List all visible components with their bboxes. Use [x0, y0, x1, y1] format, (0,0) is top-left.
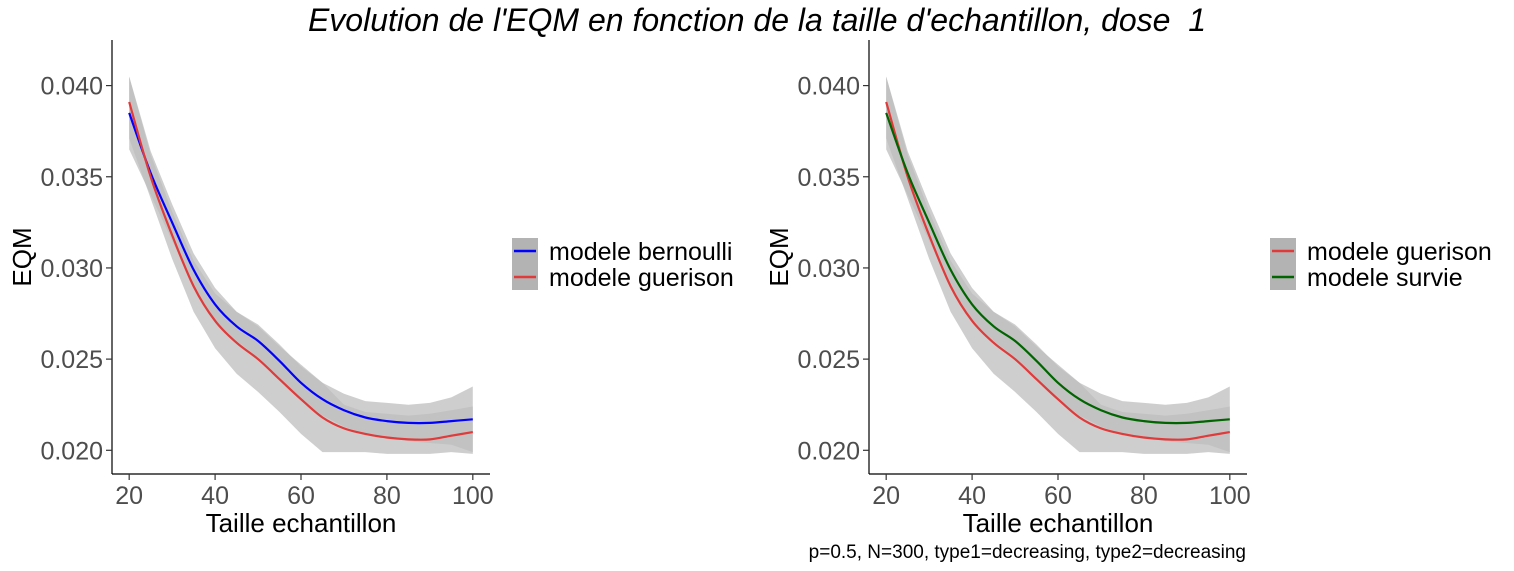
y-tick-label: 0.025 — [797, 346, 860, 374]
y-tick-label: 0.025 — [40, 346, 103, 374]
x-tick-label: 80 — [1130, 482, 1158, 510]
legend-label: modele guerison — [1307, 238, 1492, 266]
x-axis-title: Taille echantillon — [963, 508, 1154, 538]
x-tick-label: 40 — [958, 482, 986, 510]
x-tick-label: 100 — [1209, 482, 1251, 510]
x-tick-label: 60 — [287, 482, 315, 510]
y-tick-label: 0.040 — [40, 73, 103, 101]
x-tick-label: 40 — [201, 482, 229, 510]
y-axis-title: EQM — [764, 227, 794, 286]
y-tick-label: 0.035 — [797, 164, 860, 192]
x-tick-label: 100 — [452, 482, 494, 510]
confidence-ribbon-2 — [886, 76, 1230, 453]
series-line-modele-guerison — [885, 101, 1230, 441]
x-tick-label: 80 — [373, 482, 401, 510]
legend-label: modele survie — [1307, 264, 1463, 292]
y-tick-label: 0.040 — [797, 73, 860, 101]
y-tick-label: 0.035 — [40, 164, 103, 192]
series-line-modele-survie — [885, 112, 1230, 425]
confidence-ribbon-2 — [129, 76, 473, 454]
y-tick-label: 0.030 — [797, 255, 860, 283]
y-tick-label: 0.030 — [40, 255, 103, 283]
series-line-modele-guerison — [128, 101, 473, 441]
y-axis-title: EQM — [7, 227, 37, 286]
chart-panel-left: 0.020 0.025 0.030 0.035 0.040 20 40 60 80 100 Tail… — [7, 40, 734, 538]
series-line-modele-bernoulli — [128, 112, 473, 425]
page-title: Evolution de l'EQM en fonction de la tai… — [307, 2, 1207, 38]
x-tick-label: 20 — [872, 482, 900, 510]
y-tick-label: 0.020 — [40, 437, 103, 465]
x-axis-title: Taille echantillon — [206, 508, 397, 538]
chart-caption: p=0.5, N=300, type1=decreasing, type2=de… — [808, 542, 1246, 563]
legend-label: modele guerison — [549, 264, 734, 292]
y-tick-label: 0.020 — [797, 437, 860, 465]
legend-label: modele bernoulli — [549, 238, 732, 266]
x-tick-label: 20 — [115, 482, 143, 510]
x-tick-label: 60 — [1044, 482, 1072, 510]
